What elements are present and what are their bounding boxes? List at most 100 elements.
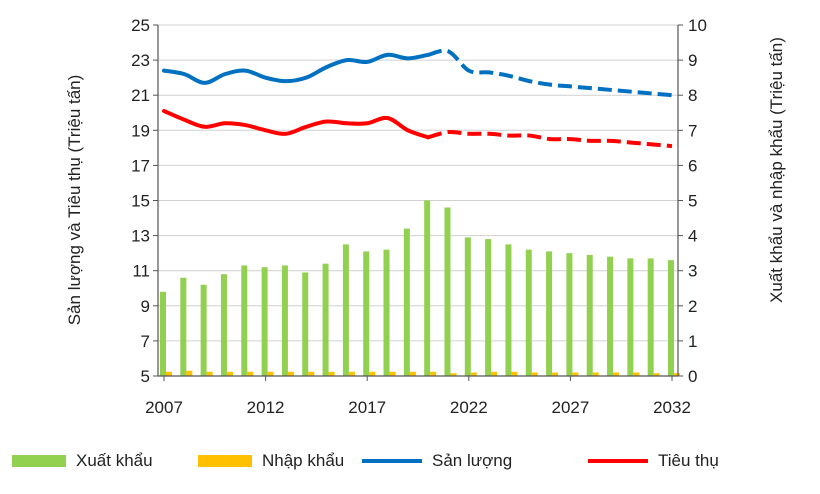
bar-exports	[363, 251, 370, 376]
right-tick-label: 8	[688, 86, 697, 105]
bar-exports	[444, 207, 451, 376]
bar-imports	[369, 371, 376, 376]
bar-exports	[342, 244, 349, 376]
bar-exports	[607, 256, 614, 376]
bar-imports	[267, 371, 274, 376]
right-axis-ticks: 0 1 2 3 4 5 6 7 8 9 10	[678, 16, 707, 386]
legend-swatch-production	[362, 459, 422, 463]
bar-exports	[180, 277, 187, 376]
bar-exports	[424, 200, 431, 376]
x-axis-ticks: 2007 2012 2017 2022 2027 2032	[145, 376, 691, 417]
bar-imports	[247, 371, 254, 376]
left-tick-label: 23	[131, 51, 150, 70]
left-tick-label: 19	[131, 121, 150, 140]
bar-imports	[226, 371, 233, 376]
right-tick-label: 9	[688, 51, 697, 70]
bar-imports	[348, 371, 355, 376]
bar-exports	[241, 265, 248, 376]
legend-item-imports: Nhập khẩu	[198, 446, 344, 476]
left-tick-label: 11	[132, 262, 150, 281]
right-tick-label: 3	[688, 262, 697, 281]
bar-imports	[511, 371, 518, 376]
bar-exports	[668, 260, 674, 376]
left-axis-title: Sản lượng và Tiêu thụ (Triệu tấn)	[65, 75, 84, 326]
right-axis-title: Xuất khẩu và nhập khẩu (Triệu tấn)	[767, 37, 786, 303]
bar-imports	[674, 373, 680, 376]
x-tick-label: 2017	[348, 398, 386, 417]
bar-imports	[450, 373, 457, 376]
bar-imports	[186, 370, 193, 376]
legend-label-imports: Nhập khẩu	[262, 451, 345, 470]
legend-label-exports: Xuất khẩu	[76, 451, 153, 470]
bar-imports	[633, 372, 640, 376]
right-tick-label: 1	[688, 332, 697, 351]
bar-imports	[328, 371, 335, 376]
legend-item-production: Sản lượng	[362, 446, 512, 476]
bar-imports	[206, 371, 213, 376]
bar-exports	[200, 284, 207, 376]
bar-exports	[302, 272, 309, 376]
legend-item-exports: Xuất khẩu	[12, 446, 153, 476]
bar-exports	[261, 267, 268, 376]
bar-exports	[647, 258, 654, 376]
right-tick-label: 0	[688, 367, 697, 386]
bar-imports	[287, 371, 294, 376]
bar-exports	[322, 263, 329, 376]
bar-series	[160, 200, 680, 376]
left-axis-ticks: 5 7 9 11 13 15 17 19 21 23 25	[131, 16, 158, 386]
legend-swatch-consumption	[588, 459, 648, 463]
bar-imports	[491, 371, 498, 376]
bar-exports	[586, 254, 593, 376]
bar-exports	[627, 258, 634, 376]
bar-exports	[525, 249, 532, 376]
bar-imports	[653, 373, 660, 376]
bar-exports	[220, 274, 227, 376]
legend-swatch-imports	[198, 455, 252, 467]
bar-imports	[308, 371, 315, 376]
bar-imports	[572, 372, 579, 376]
bar-exports	[281, 265, 288, 376]
right-tick-label: 7	[688, 121, 697, 140]
left-tick-label: 21	[131, 86, 150, 105]
bar-imports	[552, 372, 559, 376]
line-production-forecast	[427, 48, 673, 98]
right-tick-label: 10	[688, 16, 707, 35]
legend-swatch-exports	[12, 455, 66, 467]
left-tick-label: 9	[141, 297, 150, 316]
bar-imports	[470, 372, 477, 376]
bar-exports	[160, 291, 166, 376]
bar-imports	[430, 371, 437, 376]
bar-exports	[403, 228, 410, 376]
legend-item-consumption: Tiêu thụ	[588, 446, 719, 476]
left-tick-label: 15	[131, 192, 150, 211]
bar-exports	[485, 239, 492, 376]
right-tick-label: 6	[688, 156, 697, 175]
bar-imports	[409, 371, 416, 376]
x-tick-label: 2022	[450, 398, 488, 417]
bar-exports	[505, 244, 512, 376]
right-tick-label: 4	[688, 227, 697, 246]
right-tick-label: 5	[688, 192, 697, 211]
legend-label-production: Sản lượng	[432, 451, 513, 470]
bar-exports	[383, 249, 390, 376]
bar-imports	[166, 371, 172, 376]
right-tick-label: 2	[688, 297, 697, 316]
left-tick-label: 17	[131, 156, 150, 175]
bar-exports	[546, 251, 553, 376]
line-series	[162, 48, 673, 149]
gridlines	[158, 24, 678, 377]
x-tick-label: 2012	[247, 398, 285, 417]
x-tick-label: 2032	[653, 398, 691, 417]
bar-imports	[531, 372, 538, 376]
bar-imports	[613, 372, 620, 376]
bar-imports	[389, 371, 396, 376]
line-consumption-actual	[162, 108, 431, 140]
x-tick-label: 2007	[145, 398, 183, 417]
bar-imports	[592, 372, 599, 376]
legend-label-consumption: Tiêu thụ	[658, 451, 719, 470]
line-consumption-forecast	[427, 129, 673, 149]
bar-exports	[566, 253, 573, 376]
legend: Xuất khẩu Nhập khẩu Sản lượng Tiêu thụ	[0, 446, 820, 476]
left-tick-label: 13	[131, 227, 150, 246]
